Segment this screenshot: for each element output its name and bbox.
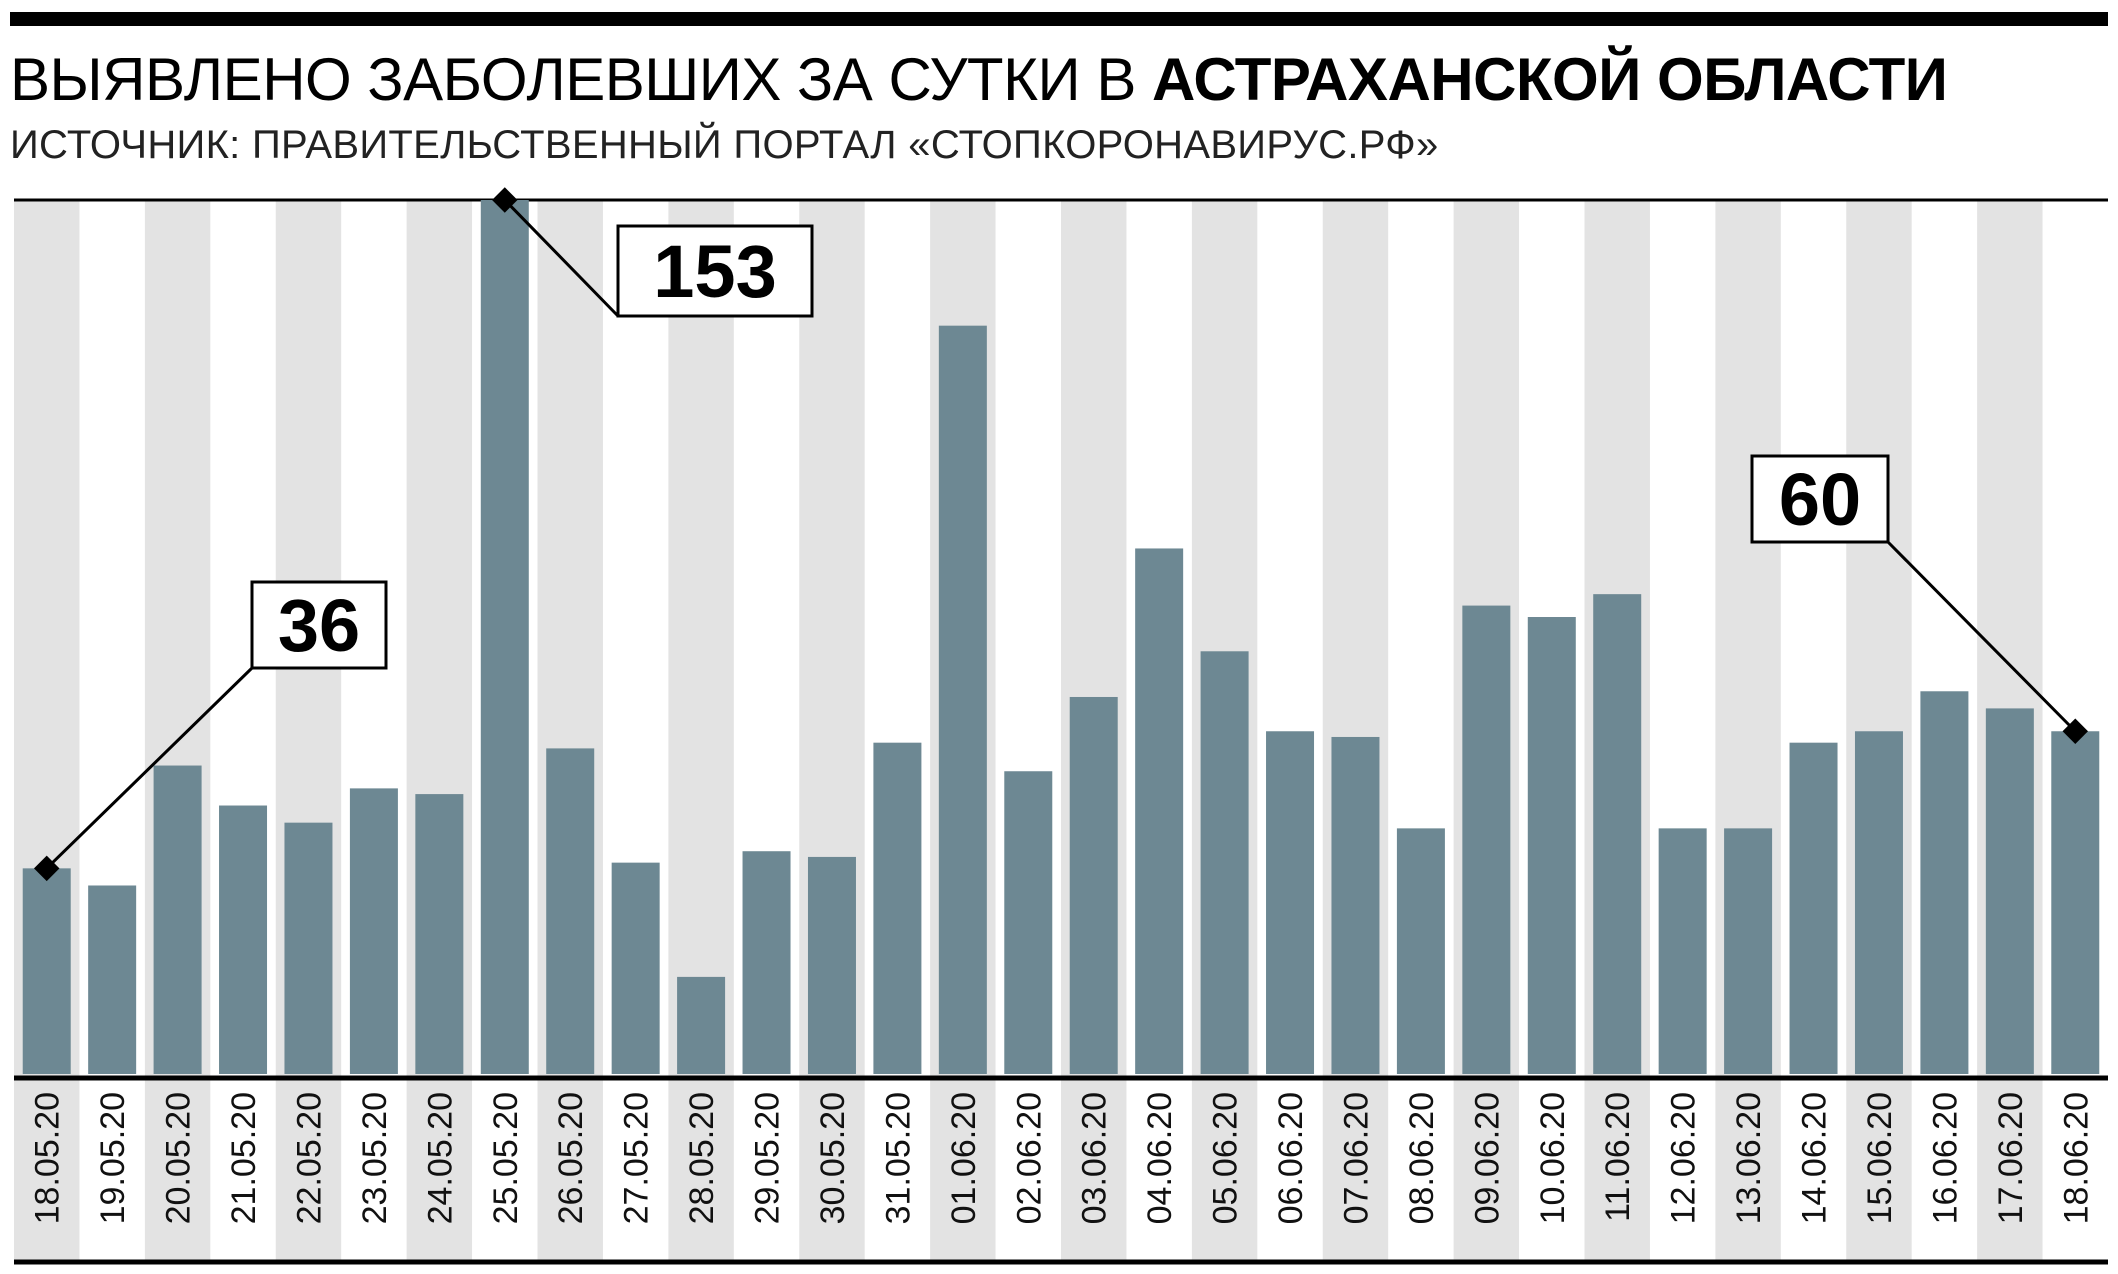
callout-box [616, 224, 814, 318]
x-tick-label: 12.06.20 [1665, 1092, 1703, 1224]
x-tick-label: 03.06.20 [1076, 1092, 1114, 1224]
x-tick-label: 10.06.20 [1534, 1092, 1572, 1224]
chart-subtitle: ИСТОЧНИК: ПРАВИТЕЛЬСТВЕННЫЙ ПОРТАЛ «СТОП… [10, 123, 1439, 167]
bar [415, 794, 464, 1074]
column-stripe [668, 200, 734, 1262]
x-tick-label: 13.06.20 [1730, 1092, 1768, 1224]
bar [480, 200, 529, 1074]
x-tick-label: 01.06.20 [945, 1092, 983, 1224]
bar [1069, 696, 1118, 1074]
x-tick-label: 18.05.20 [29, 1092, 67, 1224]
bar [1789, 742, 1838, 1074]
bar [1658, 828, 1707, 1074]
column-stripe [1715, 200, 1781, 1262]
bar [677, 976, 726, 1074]
x-tick-label: 18.06.20 [2057, 1092, 2095, 1224]
x-tick-label: 28.05.20 [683, 1092, 721, 1224]
x-tick-labels: 18.05.20 19.05.20 20.05.20 21.05.20 22.05.20… [29, 1092, 2096, 1224]
bar [742, 851, 791, 1074]
column-stripe [144, 200, 211, 1262]
x-tick-label: 21.05.20 [225, 1092, 263, 1224]
bar [284, 822, 333, 1074]
bar [546, 748, 595, 1074]
x-tick-label: 14.06.20 [1796, 1092, 1834, 1224]
bar [1724, 828, 1773, 1074]
bar [1266, 731, 1315, 1074]
x-tick-label: 15.06.20 [1861, 1092, 1899, 1224]
callout-box [1750, 454, 1890, 544]
x-tick-label: 29.05.20 [749, 1092, 787, 1224]
column-stripe [275, 200, 342, 1262]
x-tick-label: 24.05.20 [421, 1092, 459, 1224]
chart-title-bold: АСТРАХАНСКОЙ ОБЛАСТИ [1152, 46, 1948, 113]
bar [1331, 736, 1380, 1074]
bar [1396, 828, 1445, 1074]
callout-box [250, 580, 388, 670]
bar [2051, 731, 2100, 1074]
bar [1985, 708, 2034, 1074]
bar [1854, 731, 1903, 1074]
bar [807, 856, 856, 1074]
column-stripe [537, 200, 603, 1262]
column-stripe [406, 200, 473, 1262]
bar [938, 325, 987, 1074]
bar [873, 742, 922, 1074]
bar [1527, 617, 1576, 1074]
column-stripe [1846, 200, 1912, 1262]
x-tick-label: 06.06.20 [1272, 1092, 1310, 1224]
bar [611, 862, 660, 1074]
x-tick-label: 09.06.20 [1468, 1092, 1506, 1224]
x-tick-label: 22.05.20 [290, 1092, 328, 1224]
column-stripe [14, 200, 80, 1262]
top-rule [10, 12, 2108, 26]
bar [1462, 605, 1511, 1074]
bars [22, 200, 2100, 1074]
callout-label: 36 [278, 584, 360, 667]
column-stripe [1322, 200, 1389, 1262]
x-tick-label: 20.05.20 [160, 1092, 198, 1224]
callouts: 36 153 60 [33, 187, 2089, 882]
x-tick-label: 04.06.20 [1141, 1092, 1179, 1224]
x-tick-label: 26.05.20 [552, 1092, 590, 1224]
callout-connector [1886, 540, 2077, 733]
column-stripes [14, 200, 2043, 1262]
x-tick-label: 25.05.20 [487, 1092, 525, 1224]
bar [1004, 771, 1053, 1074]
callout-marker [33, 855, 60, 882]
x-tick-label: 16.06.20 [1926, 1092, 1964, 1224]
bar [1200, 651, 1249, 1074]
callout-label: 60 [1779, 458, 1861, 541]
x-tick-label: 05.06.20 [1207, 1092, 1245, 1224]
bar [153, 765, 202, 1074]
callout-connector [45, 666, 254, 870]
chart-title-regular: ВЫЯВЛЕНО ЗАБОЛЕВШИХ ЗА СУТКИ В [10, 46, 1153, 113]
callout-marker [492, 187, 518, 213]
bar [88, 885, 137, 1074]
x-tick-label: 11.06.20 [1599, 1092, 1637, 1222]
x-tick-label: 19.05.20 [94, 1092, 132, 1224]
chart-title: ВЫЯВЛЕНО ЗАБОЛЕВШИХ ЗА СУТКИ В АСТРАХАНС… [10, 46, 1948, 113]
x-tick-label: 30.05.20 [814, 1092, 852, 1224]
bar [1920, 691, 1969, 1074]
x-tick-label: 17.06.20 [1992, 1092, 2030, 1224]
bar [1135, 548, 1184, 1074]
callout-connector [503, 198, 620, 318]
bar [22, 868, 71, 1074]
column-stripe [799, 200, 865, 1262]
x-tick-label: 27.05.20 [618, 1092, 656, 1224]
x-tick-label: 31.05.20 [879, 1092, 917, 1224]
x-tick-label: 02.06.20 [1010, 1092, 1048, 1224]
callout-label: 153 [653, 230, 776, 313]
x-tick-label: 08.06.20 [1403, 1092, 1441, 1224]
bar [349, 788, 398, 1074]
x-tick-label: 07.06.20 [1337, 1092, 1375, 1224]
bar [219, 805, 268, 1074]
x-tick-label: 23.05.20 [356, 1092, 394, 1224]
bar [1593, 594, 1642, 1074]
